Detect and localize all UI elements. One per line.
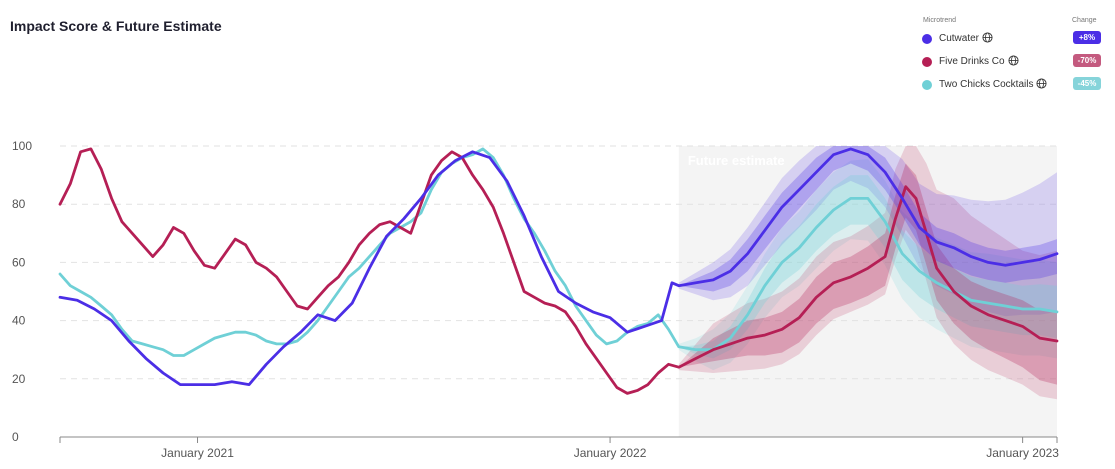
future-estimate-region: [678, 146, 1057, 437]
x-tick-label: January 2023: [986, 446, 1059, 460]
series-line: [58, 147, 1059, 357]
confidence-band-inner: [678, 163, 1057, 385]
y-tick-label: 20: [12, 372, 26, 386]
legend-item-two-chicks-cocktails[interactable]: Two Chicks Cocktails -45%: [915, 74, 1105, 97]
legend-item-five-drinks-co[interactable]: Five Drinks Co -70%: [915, 51, 1105, 74]
change-badge: -70%: [1073, 54, 1101, 67]
y-tick-label: 80: [12, 197, 26, 211]
series-line: [58, 147, 1059, 395]
legend-item-label: Five Drinks Co: [939, 55, 1019, 67]
y-tick-label: 40: [12, 314, 26, 328]
x-tick-label: January 2021: [161, 446, 234, 460]
change-badge: -45%: [1073, 77, 1101, 90]
legend-header-microtrend: Microtrend: [923, 17, 957, 24]
change-badge: +8%: [1073, 31, 1101, 44]
series-line: [58, 147, 1059, 386]
globe-icon[interactable]: [1008, 55, 1019, 66]
series-color-dot: [922, 34, 932, 44]
globe-icon[interactable]: [1036, 78, 1048, 89]
chart-title: Impact Score & Future Estimate: [10, 18, 222, 34]
confidence-band-inner: [678, 175, 1057, 359]
confidence-band-outer: [678, 146, 1057, 317]
series-color-dot: [922, 80, 932, 90]
confidence-band-outer: [678, 146, 1057, 400]
legend-header: Microtrend Change: [915, 14, 1105, 28]
legend-item-cutwater[interactable]: Cutwater +8%: [915, 28, 1105, 51]
legend-item-label: Two Chicks Cocktails: [939, 78, 1048, 90]
y-tick-label: 0: [12, 430, 19, 444]
series-color-dot: [922, 57, 932, 67]
legend-item-label: Cutwater: [939, 32, 993, 44]
globe-icon[interactable]: [982, 32, 993, 43]
confidence-band-outer: [678, 159, 1057, 371]
future-estimate-label: Future estimate: [688, 153, 785, 168]
confidence-band-inner: [678, 146, 1057, 292]
legend-header-change: Change: [1072, 17, 1097, 24]
y-tick-label: 60: [12, 255, 26, 269]
y-tick-label: 100: [12, 139, 32, 153]
x-tick-label: January 2022: [574, 446, 647, 460]
legend: Microtrend Change Cutwater +8% Five Drin…: [915, 14, 1105, 97]
